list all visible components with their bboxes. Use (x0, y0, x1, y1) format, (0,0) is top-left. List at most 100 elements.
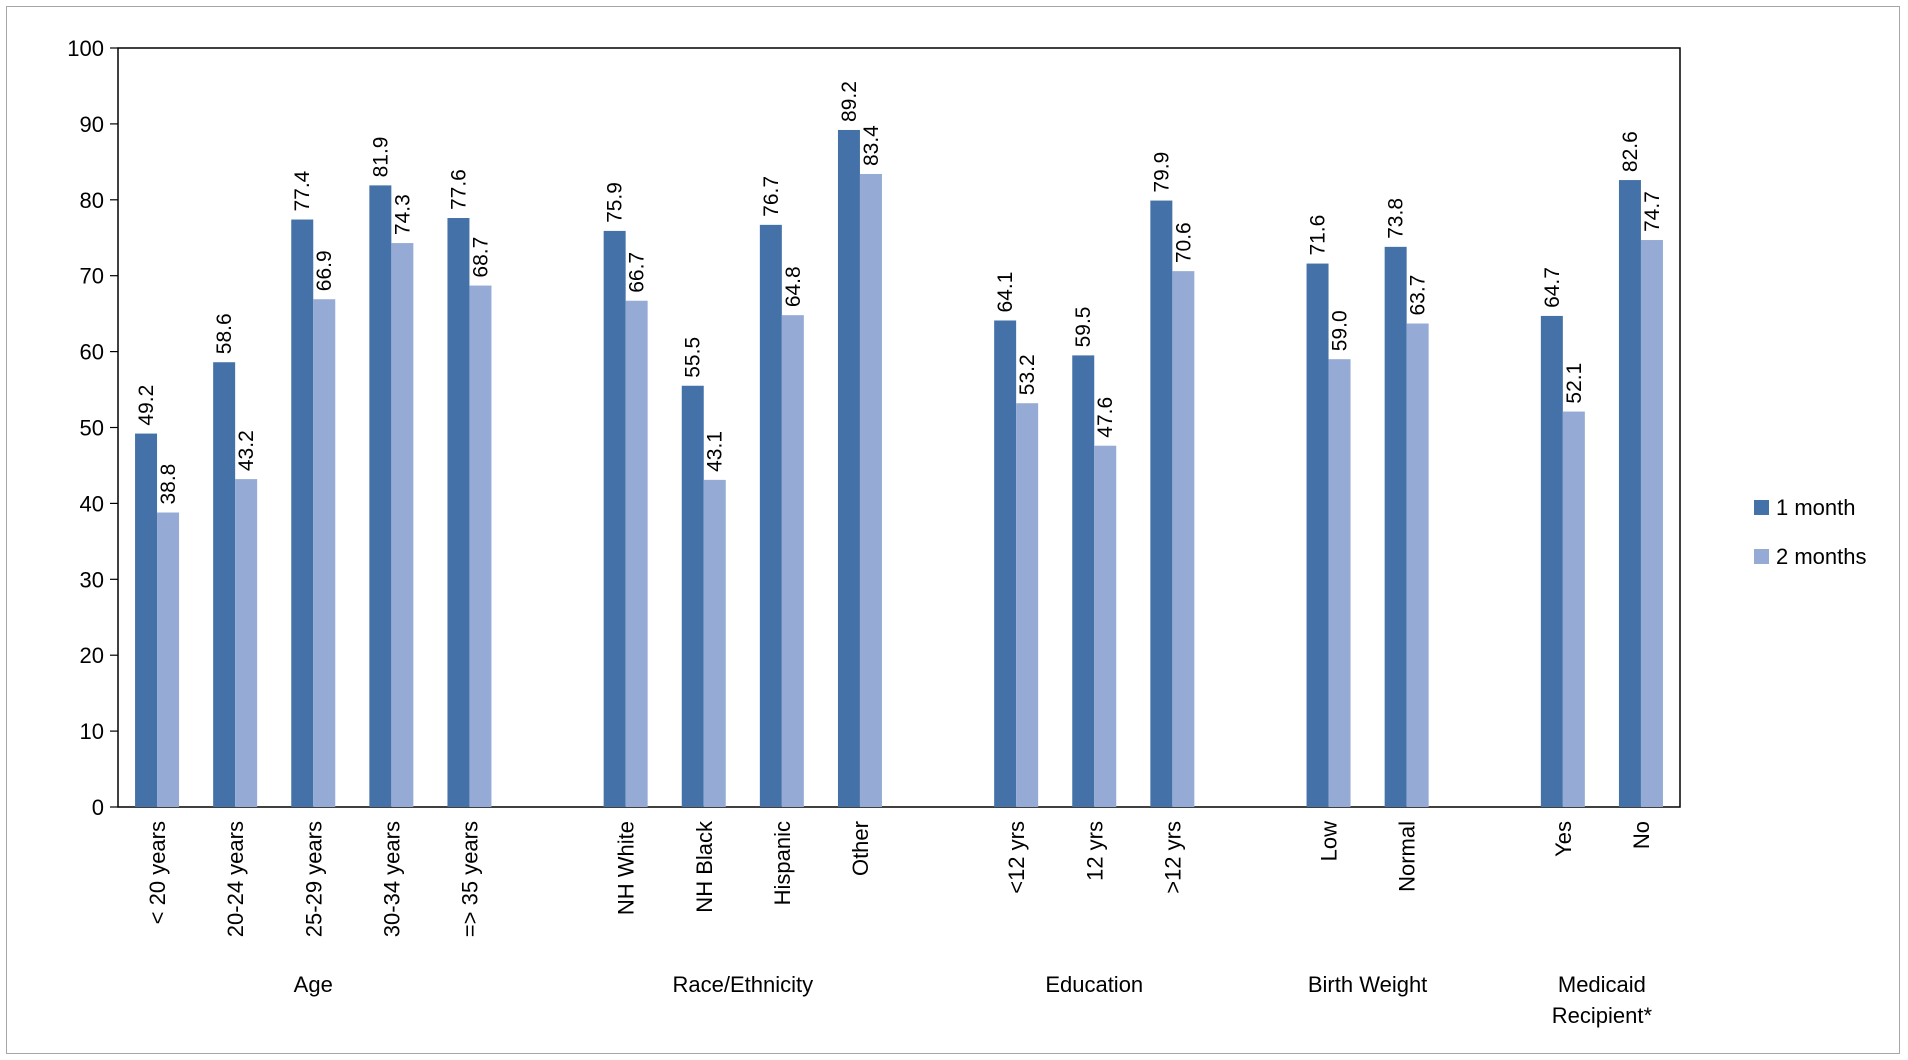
group-label: Age (294, 972, 333, 997)
legend-label: 2 months (1776, 544, 1867, 569)
category-label: NH Black (692, 820, 717, 913)
category-label: < 20 years (145, 821, 170, 924)
bar-one-month (1618, 180, 1641, 808)
x-axis: < 20 years 20-24 years 25-29 years 30-34 ye… (145, 820, 1654, 1028)
bar-two-months (625, 300, 648, 807)
category-label: <12 yrs (1004, 821, 1029, 894)
bar-two-months (703, 479, 726, 807)
y-tick-label: 70 (80, 264, 104, 289)
bar-two-months (313, 299, 336, 807)
y-tick-label: 100 (67, 36, 104, 61)
bar-two-months (1328, 359, 1351, 807)
legend: 1 month 2 months (1754, 495, 1867, 569)
bar-one-month (1072, 355, 1095, 807)
bar-two-months (781, 315, 804, 807)
bar-one-month (603, 230, 626, 807)
y-tick-label: 40 (80, 491, 104, 516)
bar-two-months (1406, 323, 1429, 807)
y-axis: 0 10 20 30 40 50 60 70 80 90 100 (67, 36, 1681, 820)
data-label: 47.6 (1094, 397, 1117, 438)
bar-one-month (681, 385, 704, 807)
bar-two-months (859, 173, 882, 807)
y-tick-label: 20 (80, 643, 104, 668)
data-label: 66.9 (313, 250, 336, 291)
data-label: 58.6 (213, 313, 236, 354)
data-label: 82.6 (1619, 131, 1642, 172)
y-tick-label: 0 (92, 795, 104, 820)
data-label: 68.7 (469, 237, 492, 278)
bar-one-month (1384, 246, 1407, 807)
data-label: 64.7 (1541, 267, 1564, 308)
data-label: 76.7 (760, 176, 783, 217)
y-tick-label: 60 (80, 340, 104, 365)
bar-two-months (391, 243, 414, 808)
data-label: 79.9 (1150, 152, 1173, 193)
legend-swatch (1754, 549, 1769, 564)
data-label: 77.4 (291, 170, 314, 211)
data-label: 89.2 (838, 81, 861, 122)
data-label: 81.9 (369, 137, 392, 178)
data-label: 77.6 (447, 169, 470, 210)
category-label: Yes (1551, 821, 1576, 857)
data-label: 63.7 (1407, 275, 1430, 316)
bar-two-months (235, 479, 258, 807)
category-label: >12 yrs (1160, 821, 1185, 894)
data-label: 49.2 (135, 385, 158, 426)
bars (135, 129, 1663, 808)
bar-one-month (759, 224, 782, 808)
bar-one-month (837, 129, 860, 808)
data-label: 83.4 (860, 125, 883, 166)
bar-two-months (1016, 403, 1039, 807)
data-label: 53.2 (1016, 354, 1039, 395)
data-label: 64.1 (994, 272, 1017, 313)
category-label: 30-34 years (379, 821, 404, 937)
data-label: 70.6 (1172, 222, 1195, 263)
legend-label: 1 month (1776, 495, 1856, 520)
category-label: Low (1317, 821, 1342, 861)
data-label: 74.7 (1641, 191, 1664, 232)
category-label: Other (848, 821, 873, 876)
data-label: 43.1 (704, 431, 727, 472)
y-tick-label: 50 (80, 416, 104, 441)
group-label: Recipient* (1552, 1003, 1653, 1028)
bar-one-month (1306, 263, 1329, 807)
bar-two-months (1172, 271, 1195, 807)
y-tick-label: 30 (80, 567, 104, 592)
data-label: 43.2 (235, 430, 258, 471)
group-label: Medicaid (1558, 972, 1646, 997)
bar-two-months (157, 512, 180, 807)
group-label: Race/Ethnicity (672, 972, 813, 997)
bar-one-month (213, 362, 236, 807)
bar-one-month (994, 320, 1017, 807)
data-label: 75.9 (604, 182, 627, 223)
y-tick-label: 90 (80, 112, 104, 137)
category-label: 12 yrs (1082, 821, 1107, 881)
bar-one-month (291, 219, 314, 807)
bar-one-month (1540, 315, 1563, 807)
data-label: 74.3 (391, 194, 414, 235)
data-label: 59.0 (1329, 310, 1352, 351)
data-label: 73.8 (1385, 198, 1408, 239)
bar-one-month (447, 218, 470, 808)
bar-one-month (369, 185, 392, 807)
data-label: 71.6 (1307, 215, 1330, 256)
bar-two-months (1562, 411, 1585, 807)
category-label: 20-24 years (223, 821, 248, 937)
category-label: 25-29 years (301, 821, 326, 937)
bar-two-months (1094, 445, 1117, 807)
data-label: 59.5 (1072, 307, 1095, 348)
plot-area (117, 47, 1681, 808)
category-label: Normal (1395, 821, 1420, 892)
category-label: No (1629, 821, 1654, 849)
group-label: Education (1045, 972, 1143, 997)
value-labels: 49.2 38.8 58.6 43.2 77.4 66.9 81.9 74.3 77.6 68.7… (135, 81, 1664, 504)
data-label: 52.1 (1563, 363, 1586, 404)
data-label: 55.5 (682, 337, 705, 378)
bar-two-months (469, 285, 492, 807)
data-label: 64.8 (782, 266, 805, 307)
category-label: NH White (614, 821, 639, 915)
category-label: Hispanic (770, 821, 795, 905)
bar-two-months (1640, 240, 1663, 808)
category-label: => 35 years (457, 821, 482, 937)
